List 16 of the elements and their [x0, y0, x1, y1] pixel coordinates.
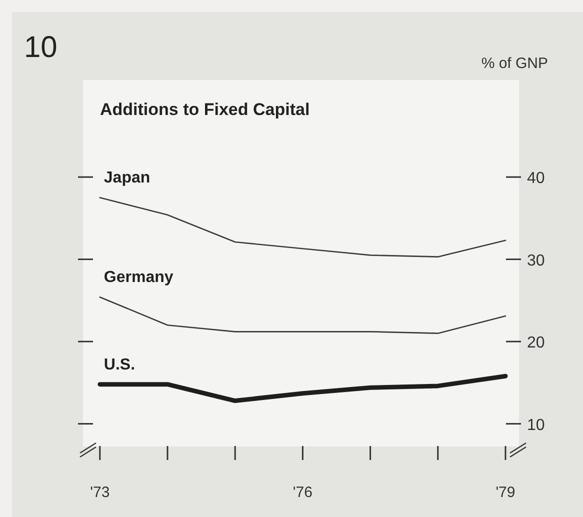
- line-series: [99, 196, 506, 258]
- y-tick-label: 40: [527, 170, 545, 188]
- series-label: U.S.: [104, 356, 136, 374]
- y-axis-title: % of GNP: [481, 55, 548, 72]
- series-label: Germany: [104, 269, 174, 286]
- y-tick-label: 10: [527, 416, 545, 434]
- x-tick-label: '76: [292, 484, 312, 501]
- line-series: [98, 374, 508, 404]
- text: Additions to Fixed Capital: [100, 100, 310, 119]
- line-series: [99, 296, 506, 334]
- legend-label: Japan: [104, 170, 150, 187]
- x-tick-label: '79: [496, 484, 516, 501]
- y-tick-label: 20: [527, 334, 545, 352]
- x-tick-label: '73: [90, 484, 110, 501]
- y-tick-label: 30: [527, 252, 545, 270]
- text: 10: [24, 31, 58, 64]
